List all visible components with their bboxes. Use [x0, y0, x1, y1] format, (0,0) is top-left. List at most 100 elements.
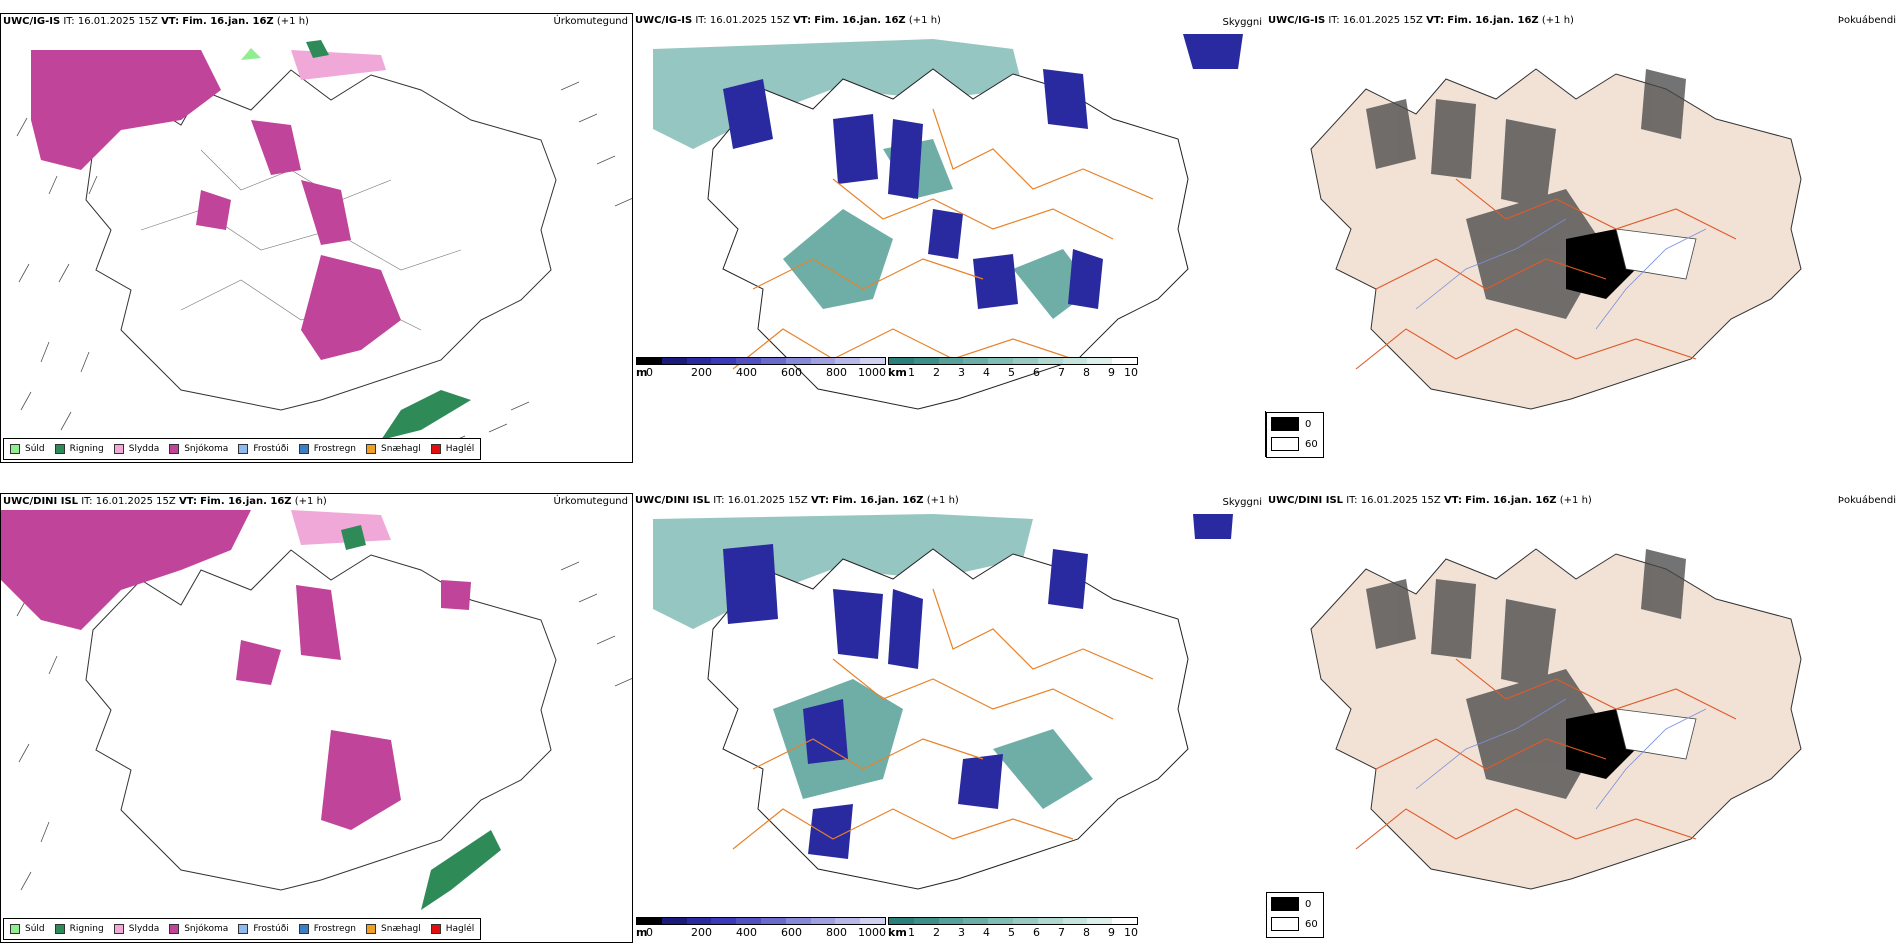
visibility-scale: km 1 2 3 4 5 6 7 8 9 10: [888, 357, 1138, 381]
scale-tick-label: 400: [736, 366, 757, 379]
legend-item: Snjókoma: [169, 444, 228, 454]
visibility-map: [653, 514, 1233, 890]
panel-header: UWC/DINI ISL IT: 16.01.2025 15Z VT: Fim.…: [1268, 495, 1592, 506]
fog-map: [1310, 68, 1802, 410]
legend-swatch: [298, 924, 309, 934]
scale-tick-label: 3: [958, 926, 965, 939]
panel-header: UWC/DINI ISL IT: 16.01.2025 15Z VT: Fim.…: [3, 496, 327, 507]
scale-tick-label: 0: [646, 926, 653, 939]
fog-index-panel-dini: UWC/DINI ISL IT: 16.01.2025 15Z VT: Fim.…: [1266, 493, 1900, 943]
fog-legend: [1265, 411, 1266, 457]
legend-item: Slydda: [113, 444, 159, 454]
legend-swatch: [54, 444, 65, 454]
fog-map: [1310, 548, 1802, 890]
legend-label: 0: [1305, 898, 1312, 910]
fog-legend: 0 60: [1266, 412, 1324, 458]
visibility-map: [653, 34, 1243, 410]
legend-swatch: [1271, 437, 1299, 451]
legend-item: Snjókoma: [169, 924, 228, 934]
scale-unit: m: [636, 366, 648, 379]
fog-index-panel-ig: UWC/IG-IS IT: 16.01.2025 15Z VT: Fim. 16…: [1266, 13, 1900, 463]
legend-swatch: [54, 924, 65, 934]
scale-tick-label: 600: [781, 926, 802, 939]
legend-swatch: [366, 444, 377, 454]
legend-item: Súld: [10, 924, 45, 934]
cloudbase-scale: m 0 200 400 600 800 1000: [636, 357, 886, 381]
legend-swatch: [238, 924, 249, 934]
scale-tick-label: 4: [983, 366, 990, 379]
precip-type-panel-ig: UWC/IG-IS IT: 16.01.2025 15Z VT: Fim. 16…: [0, 13, 633, 463]
panel-title: Þokuábendi: [1837, 15, 1896, 26]
scale-tick-label: 800: [826, 366, 847, 379]
legend-item: Frostregn: [298, 444, 356, 454]
legend-item: Haglél: [430, 924, 474, 934]
scale-tick-label: 400: [736, 926, 757, 939]
legend-item: Frostúði: [238, 924, 289, 934]
scale-unit: km: [888, 926, 907, 939]
legend-swatch: [1271, 917, 1299, 931]
scale-tick-label: 7: [1058, 366, 1065, 379]
scale-tick-label: 6: [1033, 366, 1040, 379]
precip-map: [16, 40, 632, 445]
precip-type-legend: Súld Rigning Slydda Snjókoma Frostúði Fr…: [3, 918, 482, 940]
scale-tick-label: 200: [691, 366, 712, 379]
legend-swatch: [430, 924, 441, 934]
legend-item: Snæhagl: [366, 924, 421, 934]
visibility-scale: km 1 2 3 4 5 6 7 8 9 10: [888, 917, 1138, 941]
legend-swatch: [366, 924, 377, 934]
scale-tick-label: 9: [1108, 366, 1115, 379]
precip-type-panel-dini: UWC/DINI ISL IT: 16.01.2025 15Z VT: Fim.…: [0, 493, 633, 943]
legend-swatch: [298, 444, 309, 454]
legend-swatch: [113, 444, 124, 454]
legend-item: Rigning: [54, 444, 104, 454]
scale-tick-label: 2: [933, 366, 940, 379]
panel-title: Úrkomutegund: [553, 496, 628, 507]
legend-label: 60: [1305, 438, 1318, 450]
scale-tick-label: 8: [1083, 366, 1090, 379]
scale-tick-label: 0: [646, 366, 653, 379]
panel-title: Skyggni: [1222, 497, 1262, 508]
scale-tick-label: 200: [691, 926, 712, 939]
scale-tick-label: 2: [933, 926, 940, 939]
legend-swatch: [1271, 897, 1299, 911]
legend-swatch: [238, 444, 249, 454]
scale-tick-label: 7: [1058, 926, 1065, 939]
panel-title: Þokuábendi: [1837, 495, 1896, 506]
legend-item: Súld: [10, 444, 45, 454]
scale-tick-label: 10: [1124, 926, 1138, 939]
scale-unit: m: [636, 926, 648, 939]
scale-tick-label: 8: [1083, 926, 1090, 939]
panel-header: UWC/DINI ISL IT: 16.01.2025 15Z VT: Fim.…: [635, 495, 959, 506]
legend-label: 60: [1305, 918, 1318, 930]
scale-tick-label: 5: [1008, 926, 1015, 939]
precip-type-legend: Súld Rigning Slydda Snjókoma Frostúði Fr…: [3, 438, 482, 460]
scale-tick-label: 600: [781, 366, 802, 379]
scale-tick-label: 5: [1008, 366, 1015, 379]
scale-tick-label: 4: [983, 926, 990, 939]
legend-swatch: [430, 444, 441, 454]
precip-map: [1, 510, 632, 910]
legend-item: Rigning: [54, 924, 104, 934]
panel-title: Skyggni: [1222, 17, 1262, 28]
scale-tick-label: 1: [908, 926, 915, 939]
legend-swatch: [10, 444, 20, 454]
scale-unit: km: [888, 366, 907, 379]
visibility-panel-ig: UWC/IG-IS IT: 16.01.2025 15Z VT: Fim. 16…: [633, 13, 1266, 463]
legend-swatch: [169, 444, 180, 454]
panel-header: UWC/IG-IS IT: 16.01.2025 15Z VT: Fim. 16…: [1268, 15, 1574, 26]
legend-swatch: [113, 924, 124, 934]
scale-tick-label: 6: [1033, 926, 1040, 939]
legend-label: 0: [1305, 418, 1312, 430]
legend-item: Haglél: [430, 444, 474, 454]
scale-tick-label: 1000: [858, 926, 886, 939]
visibility-panel-dini: UWC/DINI ISL IT: 16.01.2025 15Z VT: Fim.…: [633, 493, 1266, 943]
legend-item: Frostúði: [238, 444, 289, 454]
scale-tick-label: 3: [958, 366, 965, 379]
panel-title: Úrkomutegund: [553, 16, 628, 27]
scale-tick-label: 800: [826, 926, 847, 939]
cloudbase-scale: m 0 200 400 600 800 1000: [636, 917, 886, 941]
legend-swatch: [169, 924, 180, 934]
legend-swatch: [10, 924, 20, 934]
panel-header: UWC/IG-IS IT: 16.01.2025 15Z VT: Fim. 16…: [3, 16, 309, 27]
legend-swatch: [1271, 417, 1299, 431]
